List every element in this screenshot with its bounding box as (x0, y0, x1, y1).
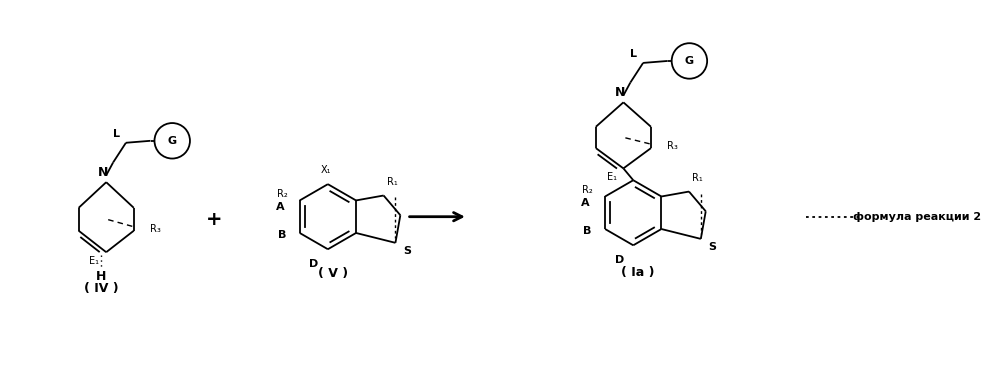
Text: L: L (629, 49, 636, 59)
Text: N: N (98, 166, 109, 179)
Text: A: A (276, 202, 285, 212)
Text: R₃: R₃ (150, 224, 161, 234)
Text: L: L (113, 129, 120, 139)
Text: G: G (685, 56, 694, 66)
Text: R₃: R₃ (667, 141, 678, 151)
Text: формула реакции 2: формула реакции 2 (853, 212, 981, 222)
Text: B: B (278, 230, 286, 240)
Text: D: D (614, 255, 624, 265)
Text: D: D (310, 259, 319, 269)
Text: A: A (581, 198, 589, 209)
Text: R₂: R₂ (582, 185, 592, 194)
Text: S: S (708, 242, 716, 252)
Text: R₂: R₂ (277, 189, 288, 198)
Text: S: S (404, 246, 412, 256)
Text: E₁: E₁ (606, 172, 616, 182)
Text: N: N (615, 86, 625, 99)
Text: ( V ): ( V ) (318, 267, 348, 280)
Text: E₁: E₁ (89, 256, 99, 266)
Text: H: H (96, 270, 107, 283)
Text: X₁: X₁ (321, 165, 331, 175)
Text: ( Ia ): ( Ia ) (621, 267, 655, 279)
Text: ( IV ): ( IV ) (84, 282, 119, 295)
Text: R₁: R₁ (387, 177, 398, 187)
Text: +: + (207, 210, 223, 229)
Text: G: G (168, 136, 177, 146)
Text: B: B (583, 226, 591, 236)
Text: R₁: R₁ (692, 173, 703, 183)
